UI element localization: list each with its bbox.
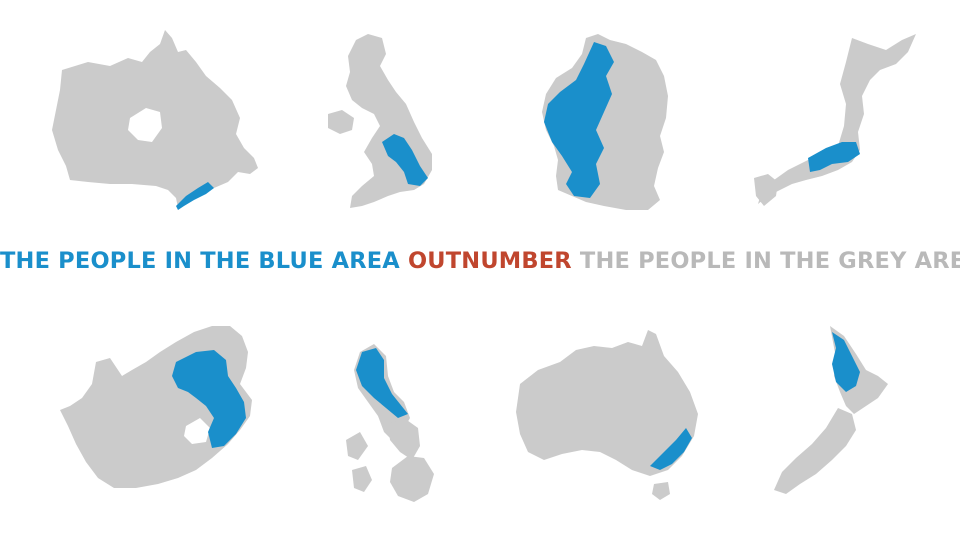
headline-grey-part: THE PEOPLE IN THE GREY AREA bbox=[579, 248, 960, 274]
map-philippines bbox=[346, 344, 434, 502]
map-canada bbox=[52, 30, 258, 210]
map-australia bbox=[516, 330, 698, 500]
map-germany bbox=[542, 34, 668, 210]
map-uk bbox=[328, 34, 432, 208]
headline: THE PEOPLE IN THE BLUE AREA OUTNUMBER TH… bbox=[0, 248, 960, 274]
headline-outnumber-word: OUTNUMBER bbox=[407, 248, 572, 274]
map-south-africa bbox=[60, 326, 252, 488]
headline-blue-part: THE PEOPLE IN THE BLUE AREA bbox=[0, 248, 400, 274]
map-new-zealand bbox=[774, 326, 888, 494]
map-japan bbox=[754, 34, 916, 206]
